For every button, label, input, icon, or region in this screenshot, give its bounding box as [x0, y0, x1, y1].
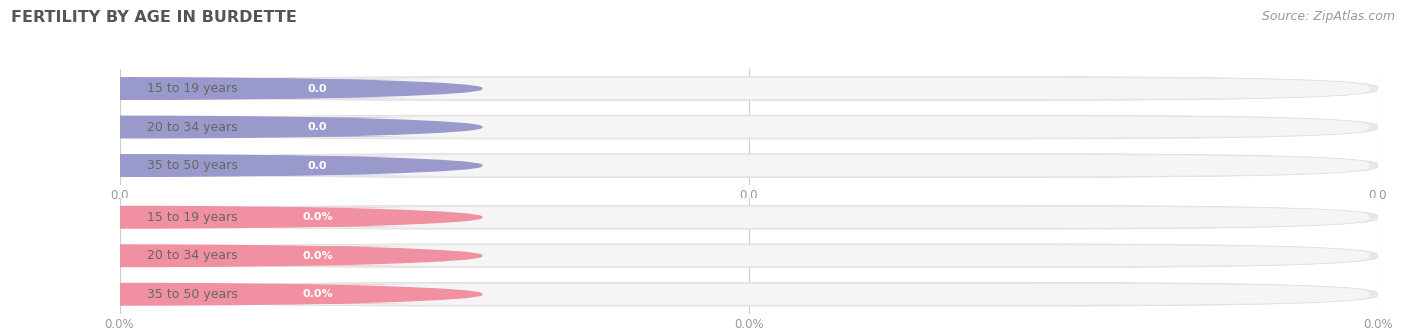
- Text: 35 to 50 years: 35 to 50 years: [148, 288, 238, 301]
- Text: 15 to 19 years: 15 to 19 years: [148, 211, 238, 224]
- FancyBboxPatch shape: [195, 246, 440, 265]
- FancyBboxPatch shape: [120, 77, 1378, 100]
- FancyBboxPatch shape: [120, 244, 1378, 268]
- FancyBboxPatch shape: [120, 154, 1378, 178]
- Text: 0.0%: 0.0%: [302, 289, 333, 299]
- FancyBboxPatch shape: [195, 156, 440, 175]
- Circle shape: [0, 155, 482, 176]
- FancyBboxPatch shape: [195, 208, 440, 227]
- Text: 35 to 50 years: 35 to 50 years: [148, 159, 238, 172]
- Circle shape: [0, 283, 482, 305]
- FancyBboxPatch shape: [125, 284, 1369, 305]
- Circle shape: [0, 78, 482, 99]
- Text: FERTILITY BY AGE IN BURDETTE: FERTILITY BY AGE IN BURDETTE: [11, 10, 297, 25]
- FancyBboxPatch shape: [125, 78, 1369, 99]
- Text: 20 to 34 years: 20 to 34 years: [148, 249, 238, 262]
- Circle shape: [0, 116, 482, 138]
- FancyBboxPatch shape: [195, 284, 440, 304]
- FancyBboxPatch shape: [195, 79, 440, 98]
- FancyBboxPatch shape: [125, 246, 1369, 266]
- Text: 0.0%: 0.0%: [302, 251, 333, 261]
- Text: 0.0%: 0.0%: [302, 212, 333, 222]
- FancyBboxPatch shape: [125, 117, 1369, 138]
- FancyBboxPatch shape: [120, 205, 1378, 229]
- Text: 0.0: 0.0: [308, 161, 328, 171]
- Text: 15 to 19 years: 15 to 19 years: [148, 82, 238, 95]
- FancyBboxPatch shape: [195, 117, 440, 137]
- Text: 0.0: 0.0: [308, 122, 328, 132]
- Text: Source: ZipAtlas.com: Source: ZipAtlas.com: [1261, 10, 1395, 23]
- Circle shape: [0, 207, 482, 228]
- FancyBboxPatch shape: [125, 207, 1369, 228]
- FancyBboxPatch shape: [125, 155, 1369, 176]
- Circle shape: [0, 245, 482, 267]
- FancyBboxPatch shape: [120, 282, 1378, 306]
- FancyBboxPatch shape: [120, 115, 1378, 139]
- Text: 20 to 34 years: 20 to 34 years: [148, 120, 238, 134]
- Text: 0.0: 0.0: [308, 83, 328, 93]
